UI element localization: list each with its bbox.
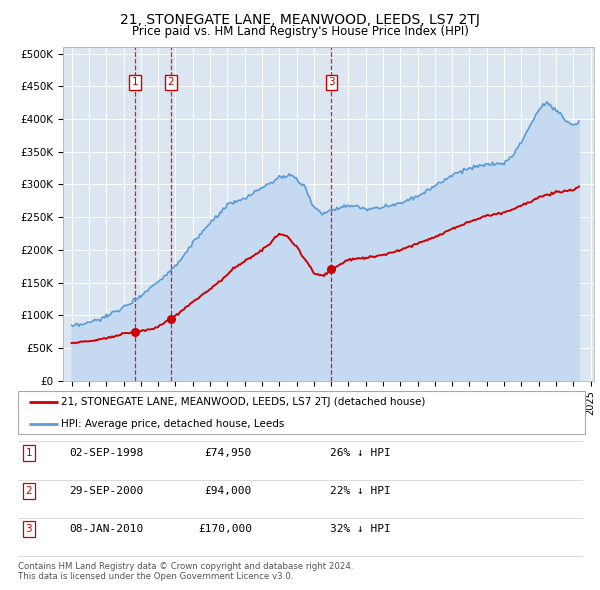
Text: Price paid vs. HM Land Registry's House Price Index (HPI): Price paid vs. HM Land Registry's House … — [131, 25, 469, 38]
Point — [166, 314, 176, 324]
Text: 02-SEP-1998: 02-SEP-1998 — [69, 448, 143, 458]
Point — [130, 327, 140, 336]
Text: £74,950: £74,950 — [205, 448, 252, 458]
Text: 08-JAN-2010: 08-JAN-2010 — [69, 524, 143, 533]
Text: 32% ↓ HPI: 32% ↓ HPI — [330, 524, 391, 533]
Text: 2: 2 — [25, 486, 32, 496]
Text: HPI: Average price, detached house, Leeds: HPI: Average price, detached house, Leed… — [61, 419, 284, 430]
Text: 26% ↓ HPI: 26% ↓ HPI — [330, 448, 391, 458]
Text: 3: 3 — [328, 77, 335, 87]
FancyBboxPatch shape — [18, 391, 585, 434]
Text: 3: 3 — [25, 524, 32, 533]
Text: 2: 2 — [168, 77, 175, 87]
Text: 22% ↓ HPI: 22% ↓ HPI — [330, 486, 391, 496]
Text: 29-SEP-2000: 29-SEP-2000 — [69, 486, 143, 496]
Point — [326, 265, 336, 274]
Text: 1: 1 — [132, 77, 139, 87]
Text: 1: 1 — [25, 448, 32, 458]
Text: Contains HM Land Registry data © Crown copyright and database right 2024.
This d: Contains HM Land Registry data © Crown c… — [18, 562, 353, 581]
Text: £94,000: £94,000 — [205, 486, 252, 496]
Text: 21, STONEGATE LANE, MEANWOOD, LEEDS, LS7 2TJ (detached house): 21, STONEGATE LANE, MEANWOOD, LEEDS, LS7… — [61, 397, 425, 407]
Text: £170,000: £170,000 — [198, 524, 252, 533]
Text: 21, STONEGATE LANE, MEANWOOD, LEEDS, LS7 2TJ: 21, STONEGATE LANE, MEANWOOD, LEEDS, LS7… — [120, 13, 480, 27]
